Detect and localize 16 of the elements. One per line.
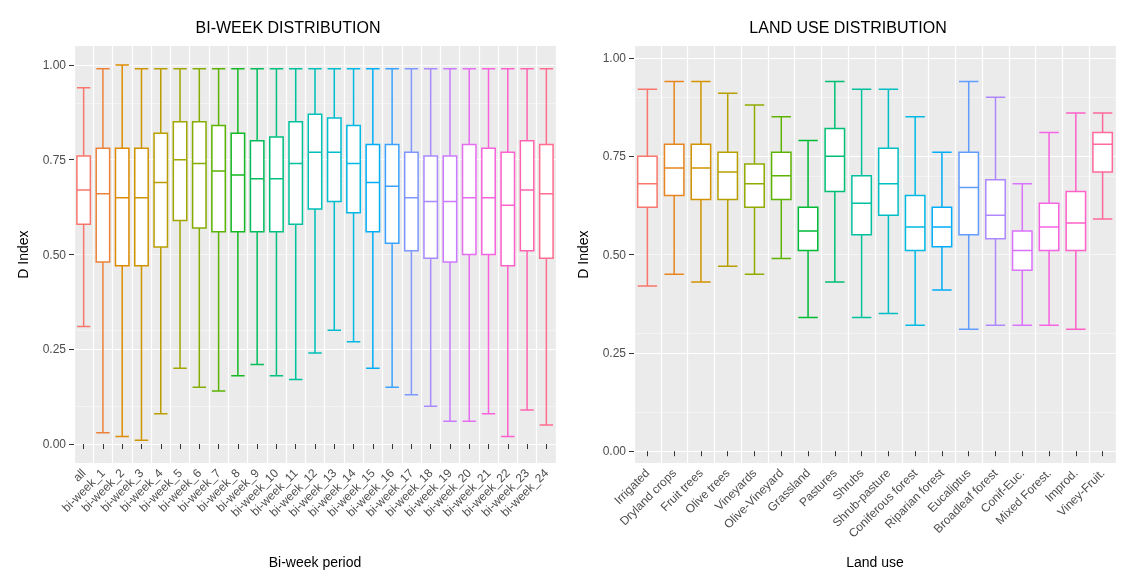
y-tick-label: 0.25 xyxy=(42,342,67,357)
y-tick-label: 0.00 xyxy=(42,437,67,452)
y-tick-label: 0.75 xyxy=(602,149,627,164)
y-axis-title: D Index xyxy=(575,230,591,279)
chart-title: LAND USE DISTRIBUTION xyxy=(749,18,947,36)
x-axis-title: Land use xyxy=(846,554,905,570)
y-tick-label: 1.00 xyxy=(42,57,67,72)
y-tick-label: 0.75 xyxy=(42,152,67,167)
y-tick-label: 1.00 xyxy=(602,50,627,65)
y-axis-title: D Index xyxy=(15,230,31,279)
y-tick-label: 0.50 xyxy=(42,247,67,262)
y-tick-label: 0.00 xyxy=(602,444,627,459)
y-tick-label: 0.25 xyxy=(602,345,627,360)
x-axis-title: Bi-week period xyxy=(268,554,362,570)
chart-title: BI-WEEK DISTRIBUTION xyxy=(195,18,381,36)
y-tick-label: 0.50 xyxy=(602,247,627,262)
